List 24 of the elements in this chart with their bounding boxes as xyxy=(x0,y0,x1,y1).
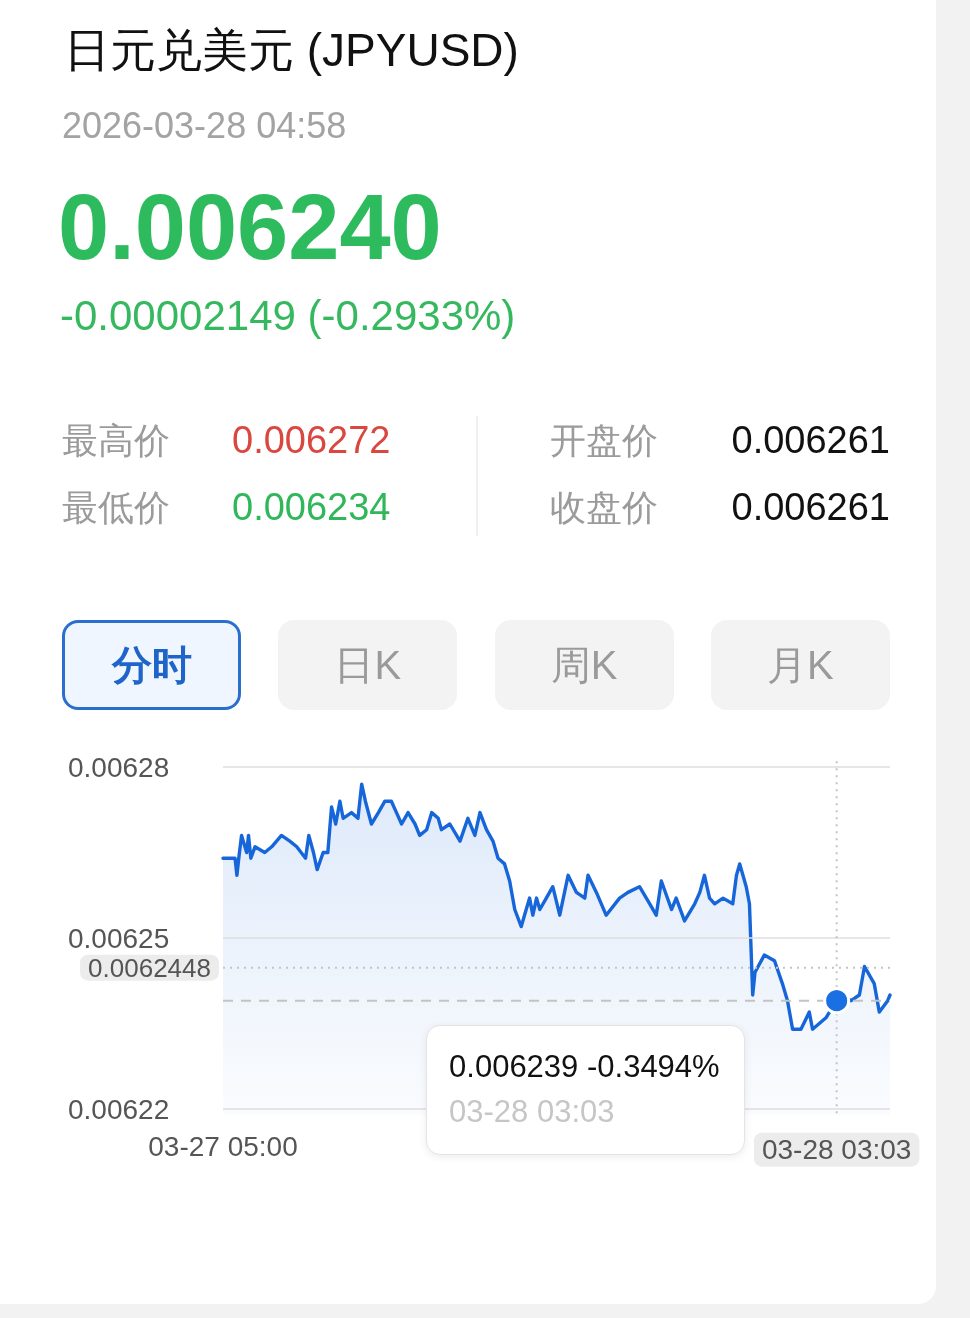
y-tick-label: 0.00628 xyxy=(68,751,170,783)
tab-button: 日K xyxy=(278,620,458,710)
text: 收盘价 xyxy=(550,487,658,529)
y-tick-label: 0.00622 xyxy=(68,1093,170,1125)
y-tick-label: 0.00625 xyxy=(68,922,170,954)
tab-button: 月K xyxy=(710,620,890,710)
text: 0.006240 xyxy=(58,175,442,281)
text: 0.006272 xyxy=(232,419,391,463)
annotation: 0.006239 -0.3494% xyxy=(449,1047,720,1085)
chart-title: 日元兑美元 (JPYUSD) xyxy=(64,23,519,77)
text: 0.006261 xyxy=(731,419,890,463)
annotation: 03-28 03:03 xyxy=(449,1092,616,1131)
text: 开盘价 xyxy=(550,420,658,462)
tab-button: 周K xyxy=(494,620,674,710)
x-tick-label: 03-27 05:00 xyxy=(148,1131,298,1163)
text: -0.00002149 (-0.2933%) xyxy=(60,291,516,341)
tooltip-panel: 0.006239 -0.3494% 03-28 03:03 xyxy=(426,1024,745,1156)
text: 最高价 xyxy=(62,420,170,462)
text: 最低价 xyxy=(62,487,170,529)
tab-button: 分时 xyxy=(62,620,241,710)
text: 0.006234 xyxy=(232,486,391,530)
ref-line-label: 0.0062448 xyxy=(88,952,211,983)
chart-subtitle: 2026-03-28 04:58 xyxy=(62,105,347,147)
text: 0.006261 xyxy=(731,486,890,530)
